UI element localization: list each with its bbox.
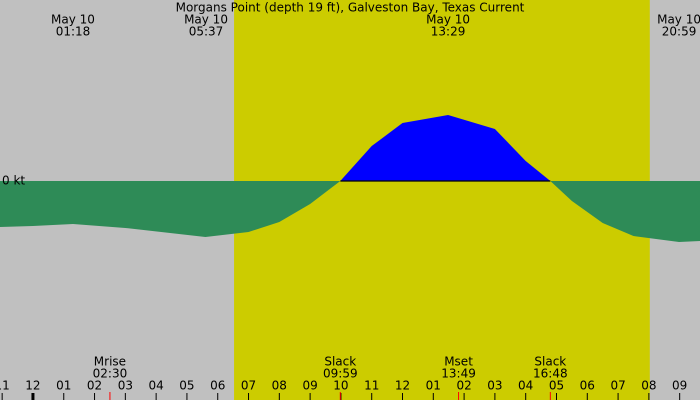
x-tick-label: 03	[487, 379, 502, 393]
event-time: 20:59	[662, 25, 697, 39]
y-tick-label: 0 kt	[2, 174, 25, 188]
ebb-area	[0, 181, 341, 237]
event-time: 16:48	[533, 367, 568, 381]
x-tick-label: 12	[25, 379, 40, 393]
x-tick-label: 06	[580, 379, 595, 393]
event-date: May 10	[184, 13, 228, 27]
x-tick-label: 05	[549, 379, 564, 393]
event-time: 02:30	[93, 367, 128, 381]
event-time: 13:29	[431, 25, 466, 39]
x-tick-label: 02	[87, 379, 102, 393]
x-tick-label: 07	[241, 379, 256, 393]
event-date: May 10	[657, 13, 700, 27]
event-time: 09:59	[323, 367, 358, 381]
event-name: Slack	[324, 355, 356, 369]
x-tick-label: 04	[518, 379, 533, 393]
x-tick-label: 09	[672, 379, 687, 393]
flood-area	[340, 115, 551, 181]
x-tick-label: 07	[610, 379, 625, 393]
x-tick-label: 01	[56, 379, 71, 393]
x-tick-label: 02	[456, 379, 471, 393]
x-tick-label: 11	[364, 379, 379, 393]
x-tick-label: 06	[210, 379, 225, 393]
x-tick-label: 01	[426, 379, 441, 393]
x-tick-label: 08	[272, 379, 287, 393]
x-tick-label: 03	[118, 379, 133, 393]
event-date: May 10	[426, 13, 470, 27]
x-tick-label: 09	[302, 379, 317, 393]
x-tick-label: 05	[179, 379, 194, 393]
event-time: 01:18	[56, 25, 91, 39]
event-time: 13:49	[441, 367, 476, 381]
x-tick-label: 08	[641, 379, 656, 393]
chart-title: Morgans Point (depth 19 ft), Galveston B…	[176, 1, 525, 15]
x-tick-label: 10	[333, 379, 348, 393]
ebb-area	[550, 181, 700, 242]
event-name: Mrise	[94, 355, 126, 369]
x-tick-label: 04	[148, 379, 163, 393]
event-name: Slack	[534, 355, 566, 369]
event-name: Mset	[444, 355, 473, 369]
x-tick-label: 12	[395, 379, 410, 393]
event-time: 05:37	[189, 25, 224, 39]
event-date: May 10	[51, 13, 95, 27]
x-tick-label: 11	[0, 379, 10, 393]
